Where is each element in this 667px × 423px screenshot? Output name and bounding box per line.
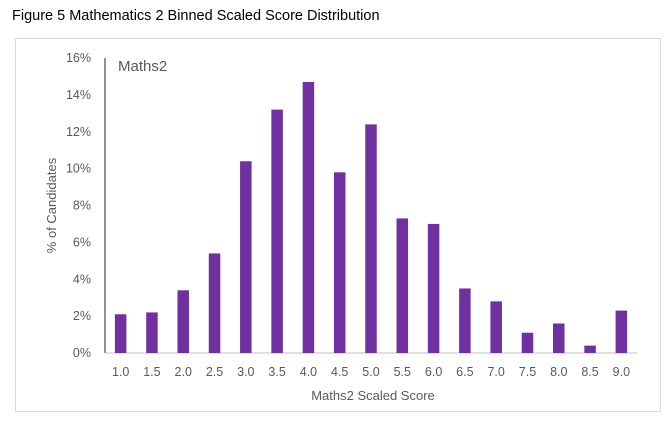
bars <box>114 81 628 353</box>
bar <box>114 314 127 353</box>
chart-title: Maths2 <box>118 58 167 75</box>
bar <box>365 124 377 353</box>
bar <box>146 312 158 353</box>
x-tick-label: 2.5 <box>206 365 223 379</box>
y-axis-title: % of Candidates <box>44 157 59 253</box>
bar <box>584 345 596 353</box>
y-tick-label: 0% <box>73 346 91 360</box>
bar <box>302 81 315 353</box>
bar <box>271 109 283 353</box>
bar <box>459 288 471 353</box>
x-tick-label: 2.0 <box>175 365 192 379</box>
y-tick-label: 2% <box>73 309 91 323</box>
figure-title: Figure 5 Mathematics 2 Binned Scaled Sco… <box>12 8 380 24</box>
y-tick-label: 10% <box>66 162 91 176</box>
x-axis-ticks: 1.0 1.5 2.0 2.5 3.0 3.5 4.0 4.5 5.0 5.5 6.0 6.5 7.0 7… <box>112 365 630 379</box>
bar <box>521 332 534 353</box>
x-tick-label: 3.0 <box>237 365 254 379</box>
bar <box>396 218 409 353</box>
x-tick-label: 8.5 <box>581 365 598 379</box>
x-tick-label: 7.5 <box>519 365 536 379</box>
y-tick-label: 8% <box>73 199 91 213</box>
y-tick-label: 12% <box>66 125 91 139</box>
y-tick-label: 4% <box>73 272 91 286</box>
bar <box>177 290 189 353</box>
bar <box>615 310 628 353</box>
y-axis-ticks: 0% 2% 4% 6% 8% 10% 12% 14% 16% <box>66 51 91 360</box>
x-tick-label: 4.5 <box>331 365 348 379</box>
x-tick-label: 6.5 <box>456 365 473 379</box>
y-tick-label: 14% <box>66 88 91 102</box>
x-tick-label: 8.0 <box>550 365 567 379</box>
x-tick-label: 1.0 <box>112 365 129 379</box>
bar <box>333 172 346 353</box>
x-tick-label: 4.0 <box>300 365 317 379</box>
bar <box>490 301 502 353</box>
x-tick-label: 7.0 <box>487 365 504 379</box>
y-tick-label: 6% <box>73 235 91 249</box>
x-tick-label: 9.0 <box>613 365 630 379</box>
bar <box>208 253 221 353</box>
bar <box>240 161 252 353</box>
x-tick-label: 5.0 <box>362 365 379 379</box>
x-tick-label: 6.0 <box>425 365 442 379</box>
x-axis-title: Maths2 Scaled Score <box>311 388 435 403</box>
bar <box>427 223 440 353</box>
y-tick-label: 16% <box>66 51 91 65</box>
x-tick-label: 5.5 <box>394 365 411 379</box>
x-tick-label: 3.5 <box>268 365 285 379</box>
bar <box>553 323 565 353</box>
x-tick-label: 1.5 <box>143 365 160 379</box>
